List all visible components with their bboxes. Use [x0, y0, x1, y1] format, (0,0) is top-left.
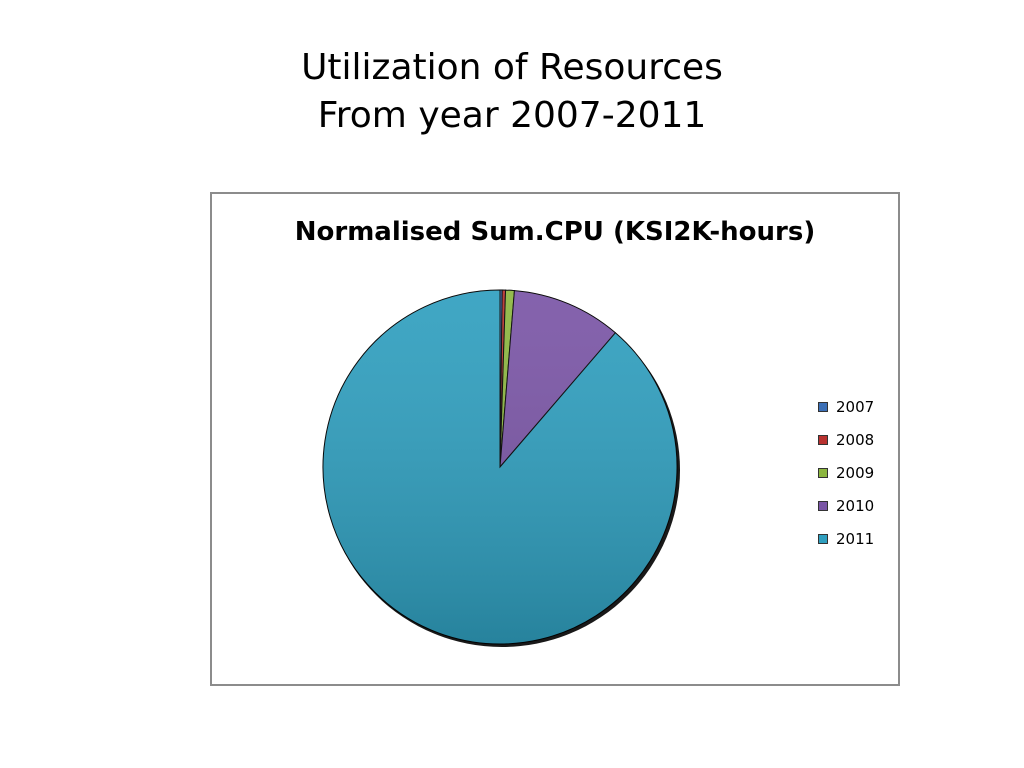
pie-slice-2011: [322, 289, 678, 645]
pie-chart: [322, 289, 680, 647]
pie-slices: [322, 289, 678, 645]
slide-title-line-2: From year 2007-2011: [317, 95, 707, 136]
legend-label-2011: 2011: [836, 529, 875, 548]
legend-item-2009: 2009: [818, 456, 874, 489]
legend-item-2011: 2011: [818, 522, 874, 555]
legend-label-2008: 2008: [836, 430, 875, 449]
legend-swatch-2010: [818, 500, 828, 511]
legend-swatch-2011: [818, 533, 828, 544]
legend-item-2008: 2008: [818, 423, 874, 456]
legend-label-2009: 2009: [836, 463, 875, 482]
legend: 2007 2008 2009 2010 2011: [818, 390, 874, 555]
slide-title: Utilization of Resources From year 2007-…: [0, 44, 1024, 140]
legend-swatch-2008: [818, 434, 828, 445]
legend-label-2007: 2007: [836, 397, 875, 416]
legend-item-2007: 2007: [818, 390, 874, 423]
slide-title-line-1: Utilization of Resources: [301, 47, 723, 88]
legend-swatch-2007: [818, 401, 828, 412]
legend-swatch-2009: [818, 467, 828, 478]
legend-label-2010: 2010: [836, 496, 875, 515]
chart-title: Normalised Sum.CPU (KSI2K-hours): [294, 217, 816, 247]
legend-item-2010: 2010: [818, 489, 874, 522]
chart-area: Normalised Sum.CPU (KSI2K-hours) 2007 200…: [210, 192, 900, 686]
